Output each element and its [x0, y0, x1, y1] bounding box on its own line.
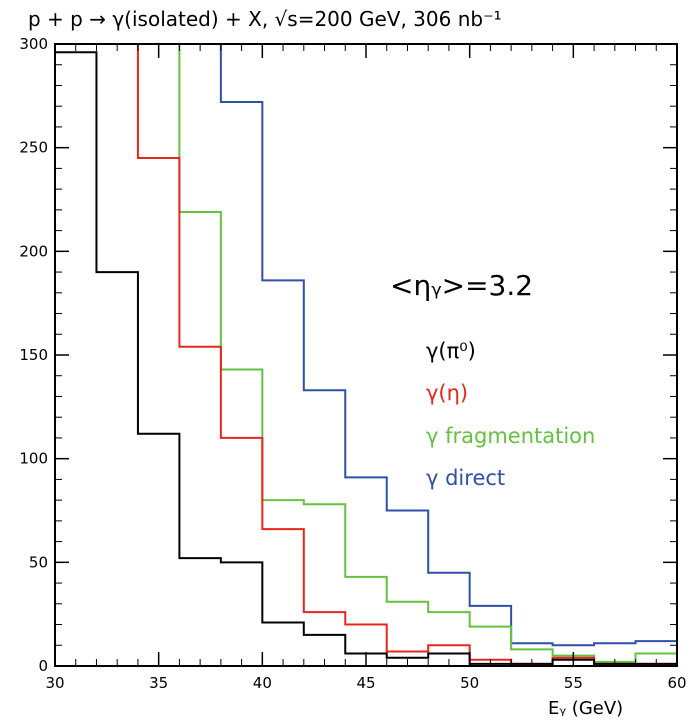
- series-layer: [55, 44, 677, 665]
- y-tick-label: 300: [19, 35, 48, 53]
- x-tick-label: 50: [460, 674, 479, 692]
- x-tick-label: 45: [356, 674, 375, 692]
- y-tick-label: 250: [19, 139, 48, 157]
- ticks-layer: 30 35 40 45 50 55 60 0 50 100 150 200 250 300: [19, 35, 686, 692]
- x-axis-label: Eᵧ (GeV): [548, 698, 623, 719]
- series-line: [136, 44, 677, 663]
- y-tick-label: 50: [29, 553, 48, 571]
- y-tick-label: 100: [19, 450, 48, 468]
- y-tick-label: 200: [19, 242, 48, 260]
- x-tick-label: 60: [667, 674, 686, 692]
- chart-title: p + p → γ(isolated) + X, √s=200 GeV, 306…: [28, 7, 502, 31]
- series-line: [55, 51, 677, 665]
- eta-annotation: <ηᵧ>=3.2: [390, 269, 533, 302]
- legend: γ(π⁰) γ(η) γ fragmentation γ direct: [426, 339, 595, 490]
- legend-entry: γ fragmentation: [426, 424, 595, 448]
- legend-entry: γ(η): [426, 381, 468, 405]
- x-tick-label: 35: [149, 674, 168, 692]
- series-line: [136, 44, 677, 665]
- x-tick-label: 55: [564, 674, 583, 692]
- x-tick-label: 40: [253, 674, 272, 692]
- y-tick-label: 0: [38, 657, 48, 675]
- x-tick-label: 30: [45, 674, 64, 692]
- plot-frame: [54, 43, 678, 667]
- series-line: [219, 44, 677, 647]
- legend-entry: γ(π⁰): [426, 339, 476, 363]
- legend-entry: γ direct: [426, 466, 505, 490]
- y-tick-label: 150: [19, 346, 48, 364]
